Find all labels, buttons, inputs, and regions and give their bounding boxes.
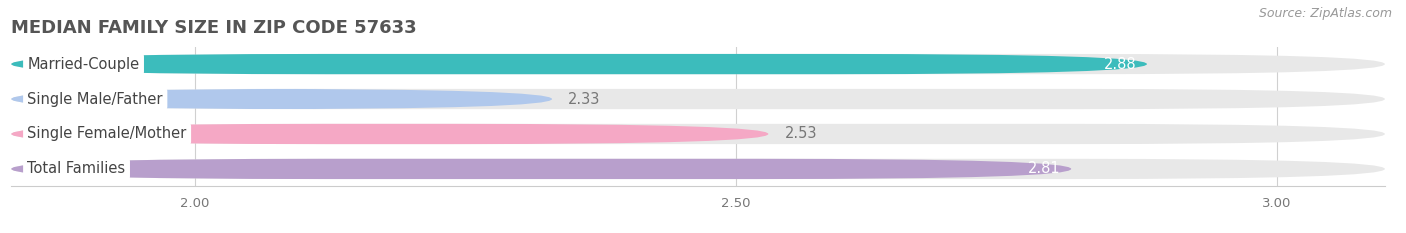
Text: Single Male/Father: Single Male/Father: [28, 92, 163, 106]
Text: Married-Couple: Married-Couple: [28, 57, 139, 72]
Text: 2.81: 2.81: [1028, 161, 1060, 176]
Text: Source: ZipAtlas.com: Source: ZipAtlas.com: [1258, 7, 1392, 20]
Text: MEDIAN FAMILY SIZE IN ZIP CODE 57633: MEDIAN FAMILY SIZE IN ZIP CODE 57633: [11, 19, 416, 37]
Text: Total Families: Total Families: [28, 161, 125, 176]
FancyBboxPatch shape: [11, 159, 1071, 179]
Text: 2.53: 2.53: [785, 127, 817, 141]
FancyBboxPatch shape: [11, 54, 1147, 74]
Text: 2.33: 2.33: [568, 92, 600, 106]
FancyBboxPatch shape: [11, 89, 553, 109]
FancyBboxPatch shape: [11, 89, 1385, 109]
FancyBboxPatch shape: [11, 54, 1385, 74]
Text: Single Female/Mother: Single Female/Mother: [28, 127, 187, 141]
FancyBboxPatch shape: [11, 159, 1385, 179]
FancyBboxPatch shape: [11, 124, 769, 144]
Text: 2.88: 2.88: [1104, 57, 1136, 72]
FancyBboxPatch shape: [11, 124, 1385, 144]
